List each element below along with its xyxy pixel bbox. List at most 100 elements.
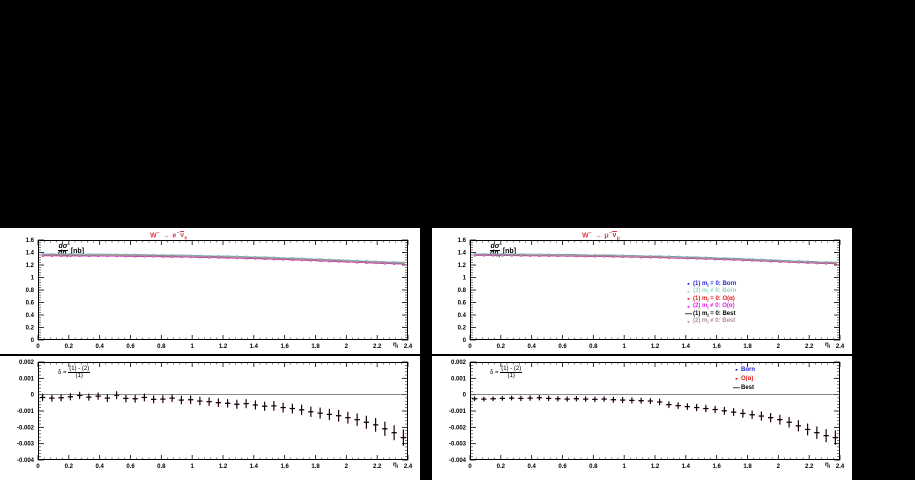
legend-label: (2) ml ≠ 0: O(α) [693,303,735,311]
svg-text:1: 1 [190,344,194,350]
svg-text:0.4: 0.4 [95,344,104,350]
svg-text:0.002: 0.002 [19,360,35,366]
svg-text:0.4: 0.4 [527,464,536,470]
svg-text:0.2: 0.2 [458,326,467,332]
svg-text:0.2: 0.2 [65,464,74,470]
svg-text:0.6: 0.6 [558,464,567,470]
svg-text:2.2: 2.2 [373,344,382,350]
svg-text:-0.002: -0.002 [17,425,35,431]
legend-marker-icon: ▪ [687,318,690,326]
svg-text:1.8: 1.8 [311,344,320,350]
svg-text:0.2: 0.2 [497,344,506,350]
svg-text:0: 0 [468,344,472,350]
svg-text:-0.002: -0.002 [449,425,467,431]
svg-text:2: 2 [777,464,781,470]
svg-text:1.6: 1.6 [26,238,35,244]
svg-text:0.002: 0.002 [451,360,467,366]
legend-label: (1) ml = 0: O(α) [693,295,735,303]
svg-text:2: 2 [345,464,349,470]
svg-text:1.2: 1.2 [651,344,660,350]
svg-text:0.2: 0.2 [65,344,74,350]
svg-text:0.6: 0.6 [126,464,135,470]
legend-marker-icon: — [733,385,740,392]
legend-bottom-right: ▪ Born ▪ O(α) — Best [732,366,832,393]
y-axis-title-top-right: dσ dηl [nb] [490,243,517,259]
svg-text:1.4: 1.4 [250,464,259,470]
legend-marker-icon: ▪ [687,303,690,311]
legend-item: ▪ O(α) [732,375,832,384]
svg-text:1.4: 1.4 [682,464,691,470]
svg-text:-0.001: -0.001 [17,409,35,415]
panel-top-left: W− → e−ν e dσ dηl [nb] ηl 0 0.2 0.4 0.6 0.8 1 1.2… [0,228,420,354]
svg-text:2.2: 2.2 [805,464,814,470]
svg-text:0.6: 0.6 [26,301,35,307]
svg-text:1.4: 1.4 [26,251,35,257]
svg-text:2.4: 2.4 [836,464,845,470]
svg-text:1.2: 1.2 [219,344,228,350]
svg-text:0: 0 [468,464,472,470]
legend-item: ▪ (2) ml ≠ 0: Best [684,318,834,327]
svg-text:1.6: 1.6 [712,464,721,470]
svg-text:1: 1 [622,344,626,350]
y-axis-title-top-left: dσ dηl [nb] [58,243,85,259]
svg-text:-0.004: -0.004 [449,458,467,464]
svg-text:0: 0 [31,393,35,399]
legend-marker-icon: — [685,311,692,319]
svg-text:0.6: 0.6 [458,301,467,307]
legend-label: (1) ml = 0: Best [693,310,736,318]
svg-text:2: 2 [777,344,781,350]
legend-item: ▪ (1) ml = 0: Born [684,281,834,289]
svg-text:1.2: 1.2 [219,464,228,470]
delta-formula-right: δ = (1) - (2) (1) [490,366,523,379]
svg-text:-0.001: -0.001 [449,409,467,415]
panel-top-right: W− → μ−ν μ dσ dηl [nb] ηl ▪ (1) ml = 0: Born… [432,228,852,354]
svg-text:1.6: 1.6 [712,344,721,350]
legend-label: Best [741,385,755,391]
legend-marker-icon: ▪ [735,376,738,383]
x-axis-title: ηl [825,342,830,350]
legend-marker-icon: ▪ [687,281,690,289]
svg-text:1: 1 [190,464,194,470]
svg-text:1.8: 1.8 [311,464,320,470]
legend-item: — (1) ml = 0: Best [684,311,834,319]
svg-text:0.6: 0.6 [558,344,567,350]
x-axis-title: ηl [825,462,830,470]
svg-text:1: 1 [463,276,467,282]
svg-text:0.001: 0.001 [19,376,35,382]
svg-text:1.4: 1.4 [458,251,467,257]
svg-text:0.4: 0.4 [458,313,467,319]
svg-text:1.6: 1.6 [280,464,289,470]
svg-text:2.2: 2.2 [373,464,382,470]
svg-text:1.2: 1.2 [26,263,35,269]
legend-label: (2) ml ≠ 0: Born [693,288,737,296]
legend-item: — Best [732,384,832,393]
svg-text:0.2: 0.2 [497,464,506,470]
legend-item: ▪ Born [732,366,832,375]
legend-item: ▪ (2) ml ≠ 0: O(α) [684,303,834,312]
panel-title-muon: W− → μ−ν μ [582,230,621,242]
axes-frame-top-left [38,240,408,340]
svg-text:0.8: 0.8 [589,344,598,350]
legend-marker-icon: ▪ [687,288,690,296]
legend-marker-icon: ▪ [735,367,738,374]
axes-frame-bottom-left [38,362,408,460]
svg-text:-0.003: -0.003 [17,442,35,448]
svg-text:1.2: 1.2 [651,464,660,470]
svg-text:1: 1 [622,464,626,470]
svg-text:0: 0 [463,338,467,344]
svg-text:2: 2 [345,344,349,350]
legend-top-right: ▪ (1) ml = 0: Born ▪ (2) ml ≠ 0: Born ▪ (1) m… [684,281,834,326]
x-axis-title: ηl [393,462,398,470]
svg-text:0.4: 0.4 [95,464,104,470]
svg-text:1: 1 [31,276,35,282]
panel-bottom-left: δ = (1) - (2) (1) ηl 0 0.2 0.4 0.6 0.8 1 1.2 1.4… [0,356,420,480]
svg-text:1.2: 1.2 [458,263,467,269]
svg-text:0.4: 0.4 [527,344,536,350]
svg-text:1.8: 1.8 [743,344,752,350]
svg-text:0.8: 0.8 [26,288,35,294]
svg-text:0.001: 0.001 [451,376,467,382]
svg-text:1.4: 1.4 [250,344,259,350]
legend-label: Born [741,367,755,373]
svg-text:0: 0 [36,464,40,470]
svg-text:0.4: 0.4 [26,313,35,319]
